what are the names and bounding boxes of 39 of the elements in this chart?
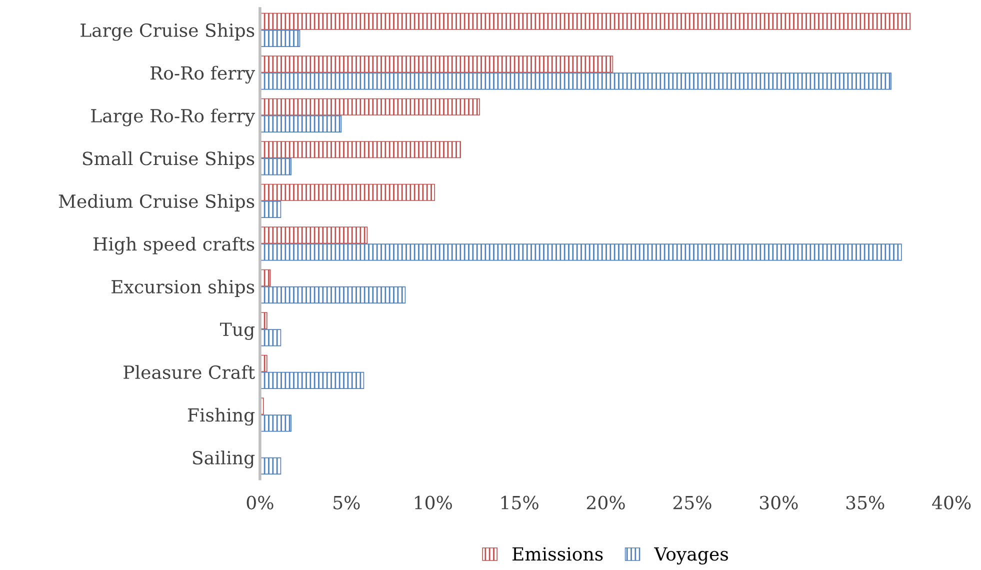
y-tick-label: Ro-Ro ferry — [150, 66, 256, 84]
x-tick-label: 25% — [673, 496, 712, 510]
bar — [260, 98, 480, 116]
legend-label: Emissions — [512, 547, 603, 561]
y-tick-label: Excursion ships — [112, 280, 254, 298]
bar — [260, 200, 282, 218]
bar — [260, 226, 368, 244]
x-tick-label: 30% — [760, 496, 798, 510]
legend-label: Voyages — [654, 547, 728, 565]
bar — [260, 30, 300, 48]
y-tick-label: Large Ro-Ro ferry — [91, 108, 256, 126]
y-tick-label: Medium Cruise Ships — [58, 194, 254, 212]
x-tick-label: 40% — [932, 496, 971, 510]
bar — [260, 244, 902, 261]
bar — [260, 158, 292, 176]
bar — [260, 72, 892, 90]
y-tick-label: Pleasure Craft — [124, 365, 255, 380]
x-tick-label: 5% — [334, 496, 360, 510]
y-tick-label: Sailing — [192, 450, 255, 468]
bar — [260, 372, 364, 390]
y-tick-label: High speed crafts — [93, 236, 254, 255]
x-tick-label: 15% — [501, 496, 538, 510]
x-tick-label: 10% — [415, 496, 452, 510]
bar — [260, 12, 910, 30]
y-tick-label: Small Cruise Ships — [82, 151, 254, 169]
bar — [260, 141, 461, 158]
y-tick-label: Tug — [220, 322, 255, 340]
bar — [260, 457, 282, 475]
y-tick-label: Large Cruise Ships — [80, 23, 254, 41]
x-tick-label: 20% — [586, 496, 625, 510]
x-tick-label: 35% — [846, 496, 884, 510]
bar — [260, 286, 406, 304]
bar — [260, 184, 436, 201]
y-tick-label: Fishing — [188, 408, 255, 426]
bar — [260, 56, 614, 73]
x-tick-label: 0% — [246, 496, 274, 510]
bar — [260, 329, 282, 346]
bar — [260, 414, 292, 432]
bar — [260, 115, 342, 133]
